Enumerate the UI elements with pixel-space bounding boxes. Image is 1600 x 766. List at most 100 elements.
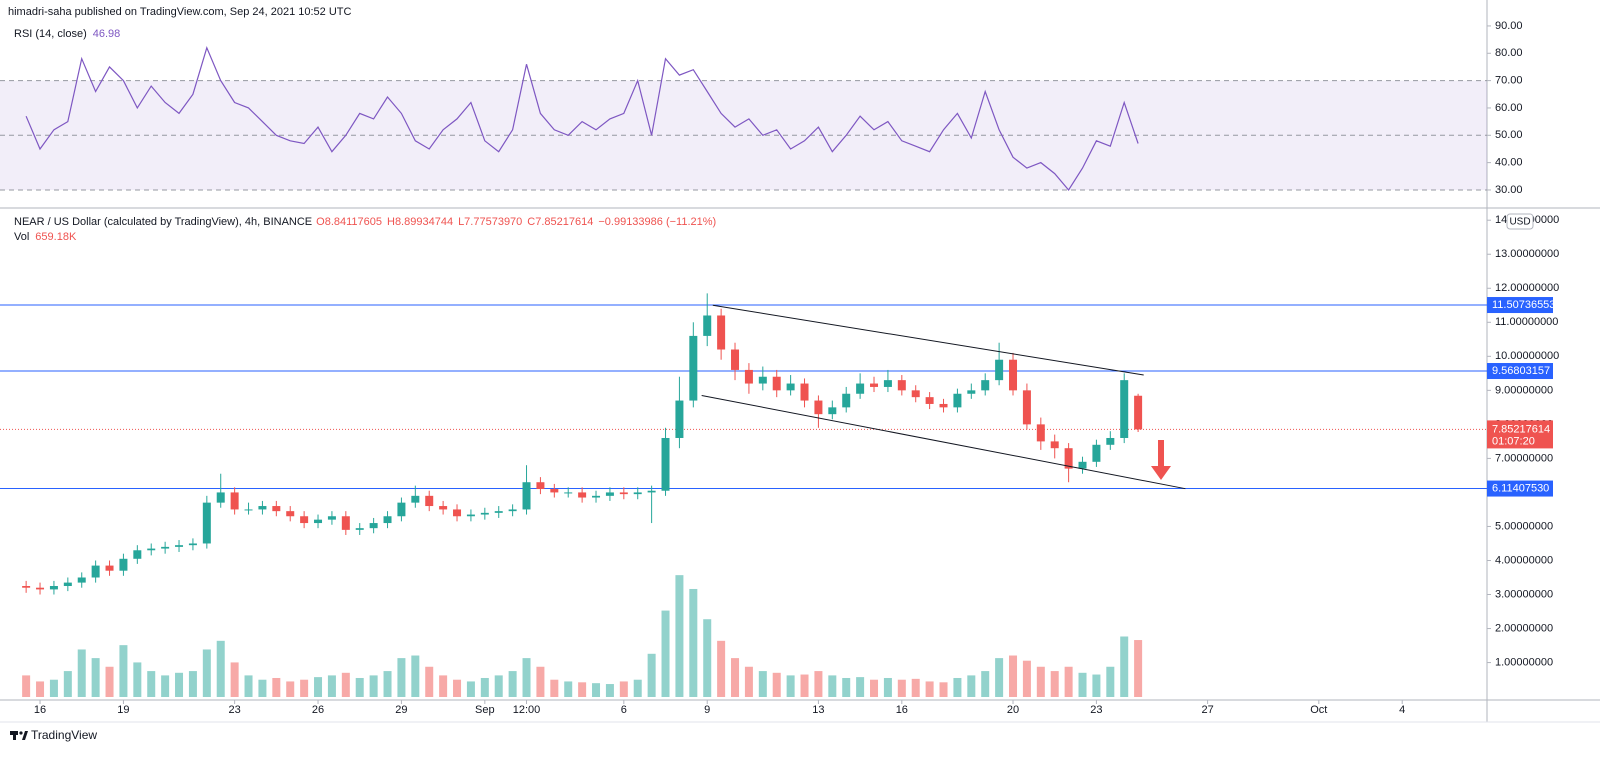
volume-bar (1064, 666, 1073, 697)
candle-body (453, 509, 462, 517)
ohlc-value: −0.99133986 (−11.21%) (598, 216, 716, 228)
x-tick-label: 13 (812, 704, 824, 716)
volume-bar (689, 588, 698, 697)
candle-body (995, 359, 1004, 381)
candle-body (786, 383, 795, 391)
volume-bar (592, 683, 601, 697)
candle-body (119, 558, 128, 571)
x-tick-label: Oct (1310, 704, 1327, 716)
volume-bar (953, 677, 962, 697)
volume-bar (230, 662, 239, 697)
volume-bar (1022, 660, 1031, 697)
x-tick-label: 26 (312, 704, 324, 716)
x-tick-label: 6 (621, 704, 627, 716)
brand: TradingView (31, 728, 97, 742)
candle-body (633, 492, 642, 495)
ohlc-value: H8.89934744 (387, 216, 453, 228)
candle-body (744, 369, 753, 384)
volume-bar (439, 675, 448, 697)
x-tick-label: 27 (1201, 704, 1213, 716)
volume-bar (842, 677, 851, 697)
candle-body (355, 528, 364, 530)
candle-body (133, 550, 142, 559)
volume-bar (91, 658, 100, 697)
volume-bar (995, 658, 1004, 697)
volume-name: Vol (14, 231, 29, 243)
candle-body (244, 509, 253, 511)
x-tick-label: 16 (34, 704, 46, 716)
candle-body (731, 349, 740, 370)
volume-bar (63, 671, 72, 697)
volume-bar (286, 681, 295, 697)
arrow-shaft (1158, 440, 1164, 468)
y-tick-label: 1.00000000 (1495, 656, 1553, 668)
rsi-line (25, 46, 1139, 192)
candle-body (870, 383, 879, 387)
volume-bar (508, 671, 517, 697)
volume-bar (133, 662, 142, 697)
candle-body (1134, 395, 1143, 430)
volume-bar (717, 640, 726, 697)
volume-bar (536, 666, 545, 697)
logo-part (19, 731, 23, 735)
candle-body (1092, 444, 1101, 462)
volume-bar (981, 671, 990, 697)
y-tick-label: 11.00000000 (1495, 316, 1558, 328)
candle-body (703, 315, 712, 336)
x-tick-label: 23 (1090, 704, 1102, 716)
trendline (701, 394, 1186, 490)
level-label-box (1487, 297, 1553, 314)
currency-box (1506, 213, 1534, 230)
volume-bar (870, 679, 879, 697)
volume-bar (939, 682, 948, 697)
candle-body (466, 514, 475, 517)
candle-body (925, 397, 934, 404)
volume-bar (578, 682, 587, 697)
volume-bar (216, 640, 225, 697)
volume-bar (619, 681, 628, 697)
candle-body (272, 506, 281, 512)
x-tick-label: 29 (395, 704, 407, 716)
candle-body (536, 482, 545, 490)
candle-body (814, 400, 823, 415)
candle-body (647, 490, 656, 493)
candle-body (981, 380, 990, 391)
candle-body (689, 335, 698, 401)
volume-bar (828, 675, 837, 697)
volume-bar (647, 653, 656, 697)
y-tick-label: 90.00 (1495, 20, 1523, 32)
volume-bar (244, 675, 253, 697)
volume-bar (341, 672, 350, 697)
level-label: 6.11407530 (1492, 482, 1549, 494)
x-tick-label: 20 (1007, 704, 1019, 716)
volume-bar (466, 681, 475, 697)
candle-body (717, 315, 726, 350)
arrow-head (1151, 466, 1171, 480)
candle-body (341, 516, 350, 530)
y-tick-label: 70.00 (1495, 75, 1523, 87)
candle-body (953, 393, 962, 408)
volume-bar (36, 681, 45, 697)
volume-bar (814, 671, 823, 697)
volume-bar (911, 678, 920, 697)
candle-body (592, 495, 601, 498)
level-label: 9.56803157 (1492, 365, 1550, 377)
ohlc-value: O8.84117605 (316, 216, 382, 228)
candle-body (494, 511, 503, 513)
candle-body (411, 495, 420, 503)
candle-body (258, 506, 267, 510)
volume-bar (411, 655, 420, 697)
candle-body (161, 546, 170, 549)
volume-bar (731, 658, 740, 697)
y-tick-label: 40.00 (1495, 157, 1523, 169)
rsi-title: RSI (14, close) (14, 28, 87, 40)
candle-body (897, 380, 906, 391)
candle-body (63, 582, 72, 587)
x-tick-label: 16 (896, 704, 908, 716)
candle-body (202, 502, 211, 544)
volume-bar (272, 677, 281, 697)
volume-bar (800, 674, 809, 697)
ohlc-value: L7.77573970 (458, 216, 522, 228)
